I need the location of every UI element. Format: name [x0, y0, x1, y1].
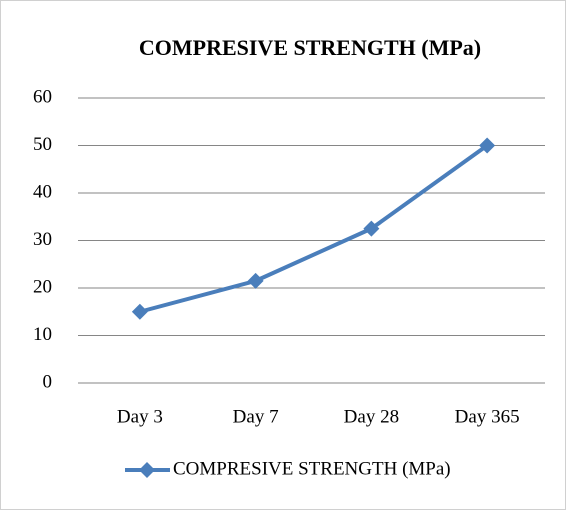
y-tick-label: 10: [33, 324, 52, 345]
series-line: [139, 143, 489, 314]
y-tick-label: 20: [33, 276, 52, 297]
x-tick-label: Day 7: [233, 406, 279, 427]
data-marker: [131, 303, 148, 320]
y-tick-label: 50: [33, 134, 52, 155]
y-tick-label: 30: [33, 229, 52, 250]
data-marker: [479, 137, 496, 154]
x-tick-label: Day 3: [117, 406, 163, 427]
y-tick-label: 0: [43, 371, 53, 392]
y-tick-label: 40: [33, 181, 52, 202]
x-tick-label: Day 365: [455, 406, 520, 427]
chart-title: COMPRESIVE STRENGTH (MPa): [139, 35, 481, 60]
data-marker: [363, 220, 380, 237]
x-tick-label: Day 28: [344, 406, 399, 427]
data-marker: [247, 272, 264, 289]
legend-marker: [139, 462, 155, 478]
legend-label: COMPRESIVE STRENGTH (MPa): [173, 458, 451, 479]
y-tick-label: 60: [33, 86, 52, 107]
